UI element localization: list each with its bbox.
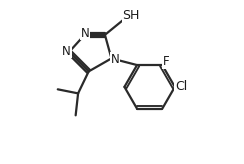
- Text: N: N: [111, 53, 119, 66]
- Text: F: F: [163, 55, 169, 68]
- Text: SH: SH: [122, 9, 140, 22]
- Text: Cl: Cl: [175, 80, 187, 92]
- Text: N: N: [81, 27, 90, 40]
- Text: N: N: [62, 45, 71, 58]
